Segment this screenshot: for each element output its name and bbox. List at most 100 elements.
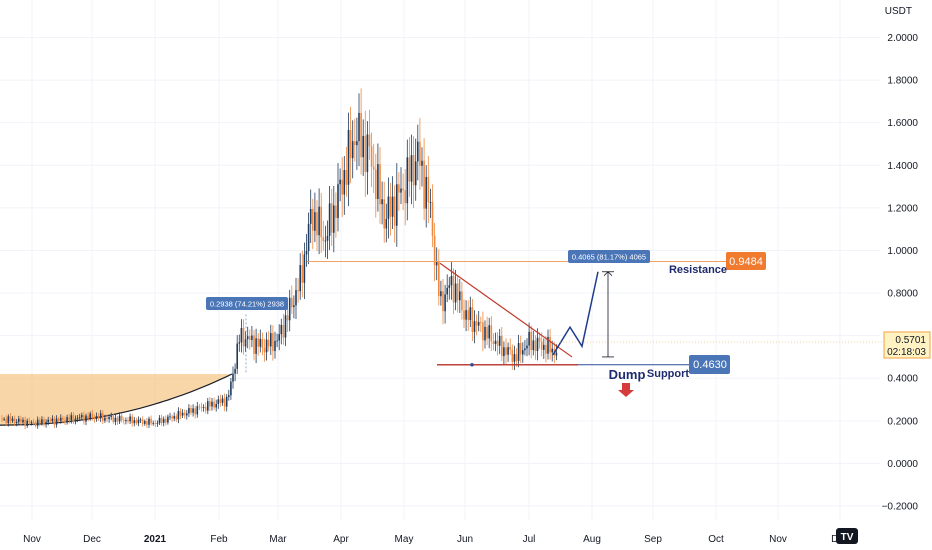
candle-body <box>291 297 293 308</box>
candle-body <box>49 419 52 422</box>
candle-body <box>188 408 190 414</box>
candle-body <box>465 310 467 320</box>
candle-body <box>215 403 217 408</box>
candle-body <box>475 321 478 326</box>
candle-body <box>322 237 325 241</box>
candle-body <box>196 406 199 415</box>
candle-body <box>198 406 201 408</box>
candle-body <box>133 420 136 424</box>
candle-body <box>261 338 264 348</box>
candle-body <box>265 339 268 353</box>
candle-body <box>139 419 142 421</box>
candle-body <box>345 169 348 185</box>
candle-body <box>278 334 280 341</box>
candle-body <box>545 344 547 354</box>
measure-left-text: 0.2938 (74.21%) 2938 <box>210 300 284 309</box>
candle-body <box>330 203 333 233</box>
candle-body <box>335 205 337 219</box>
projection-path <box>552 271 599 356</box>
candle-body <box>477 322 480 326</box>
candle-body <box>108 417 110 420</box>
candle-body <box>114 417 117 422</box>
candle-body <box>410 155 413 182</box>
candle-body <box>41 419 43 424</box>
candle-body <box>305 250 308 255</box>
candle-body <box>118 415 121 422</box>
candle-body <box>207 401 209 411</box>
time-tick-label: Nov <box>23 534 41 545</box>
candle-body <box>181 412 184 416</box>
candle-body <box>494 340 497 344</box>
candle-body <box>391 196 394 217</box>
candle-body <box>530 331 532 351</box>
base-accumulation-zone <box>0 373 233 426</box>
candle-body <box>158 417 161 424</box>
candle-body <box>253 335 255 354</box>
rounding-bottom-curve <box>0 373 233 426</box>
candle-body <box>160 417 163 423</box>
candle-body <box>257 338 259 347</box>
support-price-text: 0.4630 <box>693 359 727 371</box>
candle-body <box>32 421 35 423</box>
candle-body <box>551 348 553 353</box>
candle-body <box>354 141 356 146</box>
candle-body <box>301 265 304 283</box>
candle-body <box>225 396 228 407</box>
candle-body <box>39 419 41 424</box>
candle-body <box>433 235 436 266</box>
candle-body <box>1 418 3 420</box>
candle-body <box>375 169 377 199</box>
candle-body <box>228 395 230 397</box>
candle-body <box>24 419 26 426</box>
candle-body <box>99 413 102 419</box>
candle-body <box>156 423 159 424</box>
tradingview-logo[interactable]: TV <box>836 528 858 544</box>
candle-body <box>406 157 409 204</box>
candle-body <box>123 420 125 422</box>
candle-body <box>11 418 14 421</box>
candle-body <box>60 417 62 421</box>
candles-layer <box>1 88 558 429</box>
candle-body <box>209 401 211 407</box>
candle-body <box>238 342 241 344</box>
candle-body <box>295 290 297 306</box>
candle-body <box>53 418 56 425</box>
candle-body <box>171 416 173 419</box>
candle-body <box>549 336 551 353</box>
candle-body <box>383 199 385 229</box>
candle-body <box>364 135 367 173</box>
candle-body <box>429 201 432 203</box>
candle-body <box>438 260 440 297</box>
price-tick-label: 0.4000 <box>887 374 918 385</box>
down-arrow-icon <box>618 383 634 397</box>
candle-body <box>26 420 28 426</box>
candle-body <box>190 408 192 413</box>
candle-body <box>547 336 549 354</box>
candle-body <box>18 418 20 422</box>
candle-body <box>312 208 314 231</box>
resistance-price-text: 0.9484 <box>729 256 763 268</box>
svg-text:TV: TV <box>841 532 854 543</box>
candle-body <box>362 135 364 158</box>
candle-body <box>36 419 39 426</box>
candle-body <box>286 315 289 321</box>
candle-body <box>78 417 81 419</box>
candle-body <box>47 419 49 423</box>
candle-body <box>490 325 493 342</box>
candle-body <box>249 336 251 340</box>
candle-body <box>129 416 131 422</box>
time-tick-label: Mar <box>269 534 287 545</box>
candle-body <box>400 188 402 193</box>
candle-body <box>267 339 270 347</box>
price-tick-label: 1.0000 <box>887 246 918 257</box>
measure-left-badge <box>206 297 288 310</box>
candle-body <box>370 146 373 167</box>
candle-body <box>173 416 175 419</box>
candle-body <box>498 335 501 346</box>
candle-body <box>385 218 388 229</box>
candle-body <box>242 328 245 347</box>
candle-body <box>112 416 115 422</box>
candle-body <box>217 399 220 404</box>
